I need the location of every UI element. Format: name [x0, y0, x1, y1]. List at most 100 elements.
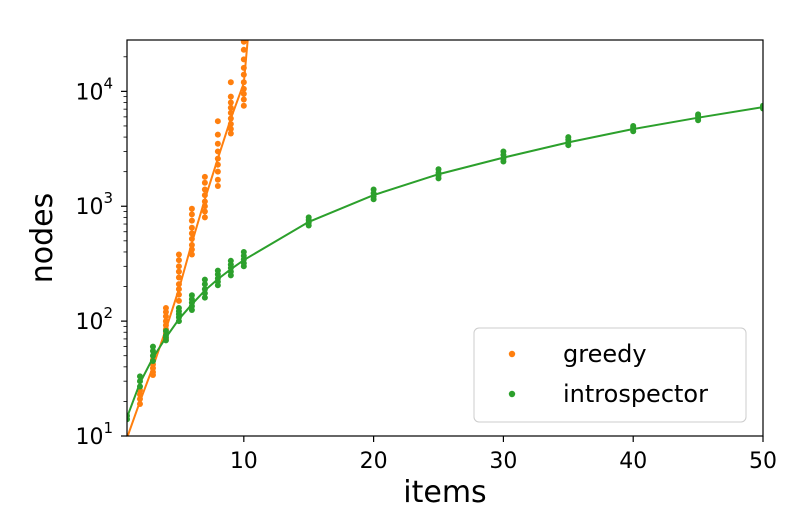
- y-tick-label: 102: [75, 304, 113, 335]
- data-point-greedy: [162, 305, 169, 312]
- data-point-introspector: [127, 412, 130, 419]
- data-point-greedy: [188, 205, 195, 212]
- data-point-greedy: [188, 241, 195, 248]
- data-point-greedy: [162, 313, 169, 320]
- data-point-greedy: [214, 183, 221, 190]
- data-point-greedy: [240, 71, 247, 78]
- data-point-greedy: [227, 79, 234, 86]
- data-point-greedy: [201, 173, 208, 180]
- data-point-greedy: [240, 79, 247, 86]
- data-point-introspector: [136, 378, 143, 385]
- data-point-greedy: [136, 395, 143, 402]
- y-axis: 101 102 103 104: [75, 56, 127, 450]
- data-point-greedy: [136, 391, 143, 398]
- data-point-greedy: [201, 208, 208, 215]
- data-point-introspector: [162, 328, 169, 335]
- data-point-greedy: [162, 318, 169, 325]
- data-point-greedy: [188, 217, 195, 224]
- data-point-greedy: [227, 109, 234, 116]
- y-tick-label: 103: [75, 189, 113, 220]
- legend-frame: [473, 327, 747, 423]
- legend-marker-greedy: [508, 350, 516, 358]
- data-point-greedy: [214, 131, 221, 138]
- data-point-introspector: [214, 267, 221, 274]
- x-tick-label: 40: [619, 449, 647, 474]
- data-point-introspector: [435, 166, 442, 173]
- data-point-greedy: [175, 281, 182, 288]
- data-point-greedy: [227, 99, 234, 106]
- y-axis-label: nodes: [25, 193, 60, 284]
- data-point-introspector: [136, 373, 143, 380]
- data-point-greedy: [175, 297, 182, 304]
- data-point-greedy: [188, 224, 195, 231]
- data-point-introspector: [201, 286, 208, 293]
- data-point-greedy: [188, 251, 195, 258]
- x-axis-label: items: [403, 475, 486, 510]
- x-tick-label: 20: [360, 449, 388, 474]
- y-tick-label: 104: [75, 74, 113, 105]
- data-point-introspector: [370, 186, 377, 193]
- legend: greedy introspector: [473, 327, 747, 423]
- data-point-greedy: [227, 126, 234, 133]
- data-point-introspector: [188, 292, 195, 299]
- x-axis: 10 20 30 40 50: [230, 436, 777, 474]
- data-point-greedy: [227, 120, 234, 127]
- data-point-introspector: [760, 102, 763, 109]
- data-point-greedy: [175, 268, 182, 275]
- data-point-introspector: [695, 111, 702, 118]
- data-point-greedy: [240, 96, 247, 103]
- data-point-introspector: [227, 257, 234, 264]
- x-tick-label: 10: [230, 449, 258, 474]
- data-point-greedy: [201, 198, 208, 205]
- data-point-greedy: [201, 203, 208, 210]
- data-point-greedy: [175, 286, 182, 293]
- data-point-greedy: [175, 263, 182, 270]
- data-point-greedy: [240, 90, 247, 97]
- data-point-greedy: [240, 102, 247, 109]
- plot-frame: [126, 39, 764, 437]
- data-point-introspector: [201, 294, 208, 301]
- data-point-greedy: [240, 46, 247, 53]
- data-point-greedy: [188, 235, 195, 242]
- data-point-greedy: [188, 246, 195, 253]
- data-point-introspector: [149, 352, 156, 359]
- legend-marker-introspector: [508, 390, 516, 398]
- data-point-greedy: [227, 130, 234, 137]
- data-point-greedy: [240, 40, 247, 45]
- data-point-greedy: [201, 214, 208, 221]
- data-point-greedy: [136, 400, 143, 407]
- data-point-introspector: [136, 383, 143, 390]
- data-point-greedy: [240, 85, 247, 92]
- data-point-greedy: [214, 155, 221, 162]
- data-point-introspector: [162, 332, 169, 339]
- data-point-introspector: [630, 122, 637, 129]
- data-point-introspector: [149, 357, 156, 364]
- data-point-introspector: [149, 343, 156, 350]
- data-point-introspector: [201, 290, 208, 297]
- data-point-greedy: [175, 251, 182, 258]
- data-point-introspector: [500, 148, 507, 155]
- data-point-introspector: [305, 214, 312, 221]
- data-point-greedy: [227, 104, 234, 111]
- data-point-greedy: [162, 322, 169, 329]
- data-point-greedy: [175, 257, 182, 264]
- data-point-greedy: [175, 291, 182, 298]
- data-point-greedy: [214, 168, 221, 175]
- data-point-greedy: [214, 140, 221, 147]
- data-point-introspector: [565, 134, 572, 141]
- data-point-greedy: [201, 192, 208, 199]
- x-tick-label: 30: [489, 449, 517, 474]
- plot-area: [127, 40, 763, 436]
- data-point-introspector: [175, 305, 182, 312]
- data-point-greedy: [214, 148, 221, 155]
- data-point-greedy: [214, 118, 221, 125]
- data-point-greedy: [227, 115, 234, 122]
- data-point-introspector: [240, 248, 247, 255]
- data-point-introspector: [149, 347, 156, 354]
- x-tick-label: 50: [749, 449, 777, 474]
- data-point-introspector: [201, 276, 208, 283]
- data-point-greedy: [240, 56, 247, 63]
- data-point-greedy: [201, 186, 208, 193]
- data-point-greedy: [214, 161, 221, 168]
